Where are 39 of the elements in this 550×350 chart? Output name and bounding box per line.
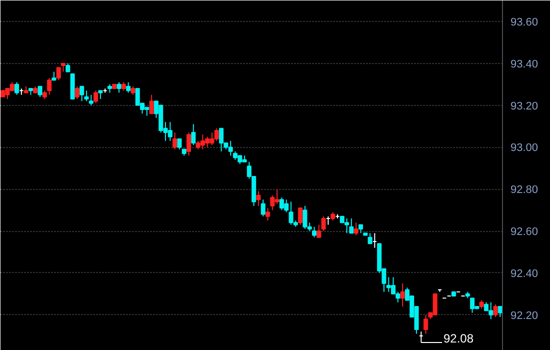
y-tick-label: 93.60 [510,16,538,28]
candlestick [177,138,182,150]
candlestick [316,224,322,238]
candlestick [493,304,498,318]
candlestick [74,86,80,100]
y-tick-label: 92.60 [510,226,538,238]
candlestick [149,94,154,114]
candlestick [116,82,122,94]
candlestick [56,67,61,81]
candlestick [14,82,20,96]
candlestick [47,78,52,96]
candlestick [349,218,354,234]
candlestick [84,90,89,102]
candlestick [354,222,358,236]
candlestick [321,216,326,232]
candlestick [38,86,42,98]
candlestick [256,190,261,206]
candlestick [191,124,196,146]
candlestick [94,90,98,104]
candlestick [260,199,266,217]
candlestick [266,207,270,222]
candlestick [424,314,428,334]
candlestick [298,207,303,226]
y-tick-label: 93.00 [510,142,538,154]
candlestick [186,132,192,156]
y-tick-label: 92.80 [510,184,538,196]
y-tick-label: 92.20 [510,310,538,322]
candlestick [400,282,405,307]
candlestick [470,298,475,314]
candlestick [126,82,131,94]
candlestick [312,226,317,238]
candlestick [368,232,372,244]
y-tick-label: 92.40 [510,268,538,280]
candlestick [498,306,502,318]
candlestick [172,132,178,150]
y-tick-label: 93.40 [510,58,538,70]
y-tick-label: 93.20 [510,100,538,112]
candlestick [219,128,224,152]
annotation: 92.08 [443,332,474,346]
